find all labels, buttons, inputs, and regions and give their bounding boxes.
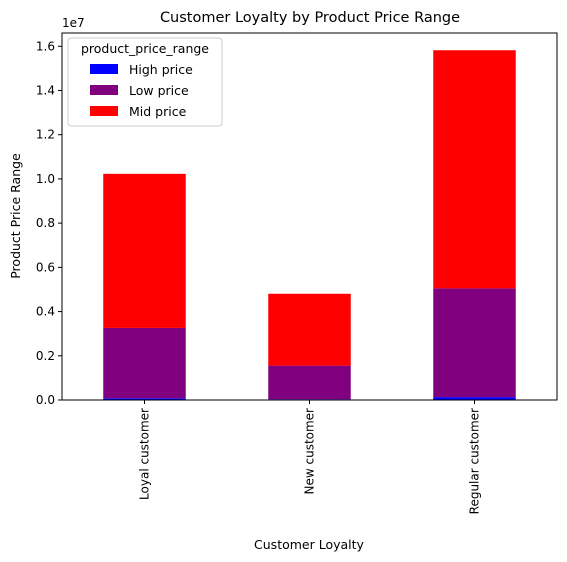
y-axis-label: Product Price Range xyxy=(8,153,23,279)
x-axis-label: Customer Loyalty xyxy=(254,537,365,552)
y-tick-label: 0.6 xyxy=(36,260,55,274)
legend-swatch xyxy=(90,106,118,116)
legend-swatch xyxy=(90,64,118,74)
y-offset-label: 1e7 xyxy=(62,16,85,30)
legend-label: Mid price xyxy=(129,104,187,119)
x-tick-label: Loyal customer xyxy=(138,408,152,500)
x-tick-label: New customer xyxy=(303,408,317,495)
bar-segment xyxy=(268,293,351,366)
y-tick-label: 1.6 xyxy=(36,39,55,53)
bar-segment xyxy=(103,327,186,399)
bar-segment xyxy=(433,288,516,398)
chart-title: Customer Loyalty by Product Price Range xyxy=(160,10,460,26)
y-tick-label: 0.8 xyxy=(36,216,55,230)
bar-segment xyxy=(103,173,186,328)
bars xyxy=(103,50,516,400)
bar-segment xyxy=(433,397,516,400)
y-tick-label: 1.0 xyxy=(36,172,55,186)
y-tick-label: 0.4 xyxy=(36,305,55,319)
y-tick-label: 1.2 xyxy=(36,128,55,142)
y-tick-label: 0.2 xyxy=(36,349,55,363)
bar-segment xyxy=(433,50,516,289)
x-axis: Loyal customer New customer Regular custom… xyxy=(138,400,482,514)
legend: product_price_range High price Low price M… xyxy=(67,37,223,127)
legend-swatch xyxy=(90,85,118,95)
y-tick-label: 1.4 xyxy=(36,83,55,97)
bar-segment xyxy=(103,398,186,400)
x-tick-label: Regular customer xyxy=(468,408,482,514)
legend-label: High price xyxy=(129,62,193,77)
legend-frame xyxy=(67,37,223,127)
bar-segment xyxy=(268,365,351,400)
legend-title: product_price_range xyxy=(81,41,209,56)
legend-label: Low price xyxy=(129,83,189,98)
y-axis: 0.0 0.2 0.4 0.6 0.8 1.0 1.2 1.4 1.6 xyxy=(36,39,62,407)
y-tick-label: 0.0 xyxy=(36,393,55,407)
